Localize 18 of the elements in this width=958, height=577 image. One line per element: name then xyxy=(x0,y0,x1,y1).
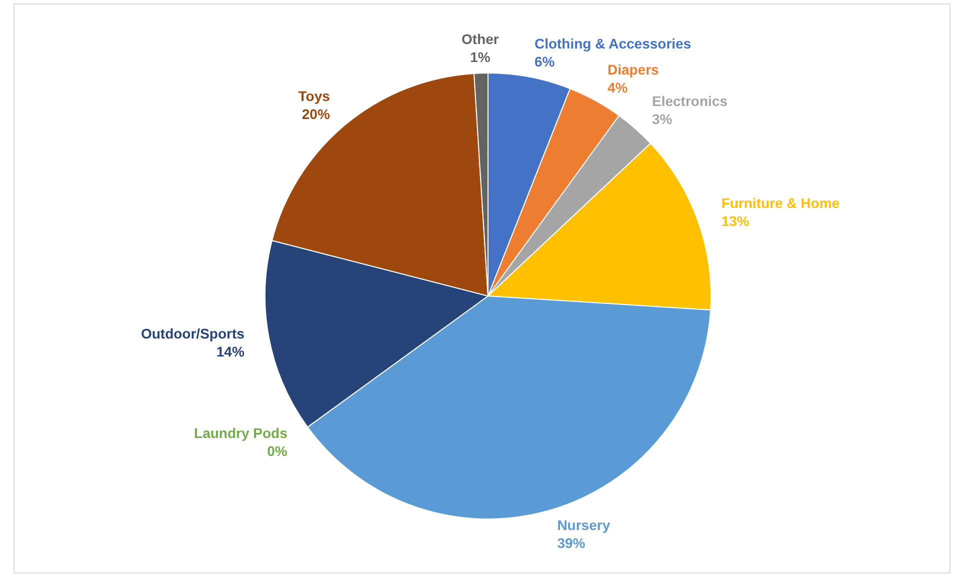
slice-label: Outdoor/Sports xyxy=(140,325,245,342)
data-label: 3% xyxy=(652,110,673,127)
data-label: 39% xyxy=(557,535,586,552)
slice-label: Furniture & Home xyxy=(721,194,840,211)
slice-label: Nursery xyxy=(557,517,610,534)
slice-label: Electronics xyxy=(652,92,728,109)
data-label: 13% xyxy=(721,212,750,229)
data-label: 6% xyxy=(534,53,556,70)
data-label: 20% xyxy=(302,106,330,122)
slice-label: Diapers xyxy=(607,62,660,78)
data-label: 4% xyxy=(607,80,628,96)
text: 0% xyxy=(267,442,288,459)
slice-label: Other xyxy=(462,31,500,48)
data-label: 1% xyxy=(470,49,491,66)
data-label: 14% xyxy=(216,343,245,360)
slice-label: Clothing & Accessories xyxy=(534,35,692,52)
category-label: Laundry Pods xyxy=(194,424,288,441)
slice-label: Toys xyxy=(298,88,330,104)
